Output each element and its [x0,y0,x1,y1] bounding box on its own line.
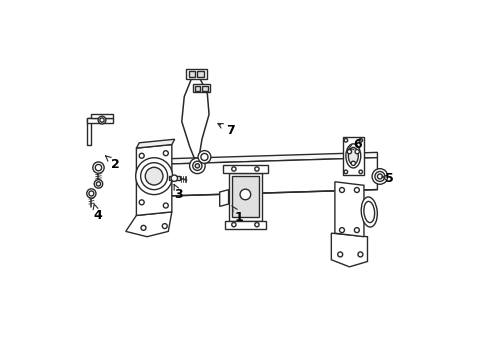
Polygon shape [91,114,113,118]
Circle shape [339,188,344,193]
Circle shape [337,252,342,257]
Circle shape [98,116,106,124]
Circle shape [171,175,177,181]
Polygon shape [196,71,203,77]
Polygon shape [232,176,258,217]
Circle shape [96,182,101,186]
Text: 4: 4 [93,203,102,222]
Circle shape [371,168,387,184]
Text: 3: 3 [174,184,183,201]
Circle shape [94,180,102,188]
Text: 5: 5 [381,172,393,185]
Polygon shape [202,86,207,91]
Circle shape [195,164,199,168]
Circle shape [95,165,102,171]
Circle shape [374,171,384,181]
Polygon shape [185,69,206,79]
Polygon shape [228,173,262,221]
Circle shape [344,139,347,142]
Polygon shape [136,145,171,215]
Polygon shape [168,158,377,196]
Circle shape [358,139,362,142]
Ellipse shape [347,147,358,165]
Circle shape [377,174,382,179]
Circle shape [93,162,104,173]
Circle shape [354,228,359,233]
Circle shape [100,118,104,122]
Circle shape [346,149,351,154]
Circle shape [192,161,202,170]
Text: 7: 7 [218,123,234,137]
Circle shape [358,170,362,174]
Circle shape [189,158,205,174]
Polygon shape [219,190,228,206]
Circle shape [354,188,359,193]
Polygon shape [223,165,267,173]
Polygon shape [86,118,113,123]
Polygon shape [224,221,265,229]
Ellipse shape [361,197,377,227]
Text: 1: 1 [231,206,243,224]
Circle shape [254,222,259,227]
Polygon shape [193,84,210,92]
Polygon shape [334,182,363,237]
Circle shape [139,153,144,158]
Ellipse shape [363,201,374,222]
Polygon shape [86,118,91,145]
Text: 2: 2 [105,156,119,171]
Circle shape [254,167,259,171]
Polygon shape [331,233,367,267]
Circle shape [357,252,362,257]
Circle shape [231,222,236,227]
Circle shape [141,225,145,230]
Circle shape [163,203,168,208]
Circle shape [231,167,236,171]
Polygon shape [188,71,194,77]
Circle shape [162,224,167,229]
Circle shape [201,153,207,161]
Circle shape [344,170,347,174]
Circle shape [89,191,94,196]
Circle shape [339,228,344,233]
Polygon shape [168,176,180,180]
Ellipse shape [345,144,360,168]
Circle shape [354,149,359,154]
Circle shape [163,151,168,156]
Polygon shape [343,138,363,175]
Circle shape [350,161,355,166]
Circle shape [139,200,144,205]
Polygon shape [125,212,171,237]
Circle shape [141,163,167,190]
Circle shape [135,158,172,195]
Circle shape [86,189,96,198]
Polygon shape [195,86,200,91]
Polygon shape [136,139,174,148]
Circle shape [198,150,210,163]
Circle shape [240,189,250,200]
Polygon shape [168,152,377,164]
Circle shape [145,167,163,185]
Text: 6: 6 [347,138,362,151]
